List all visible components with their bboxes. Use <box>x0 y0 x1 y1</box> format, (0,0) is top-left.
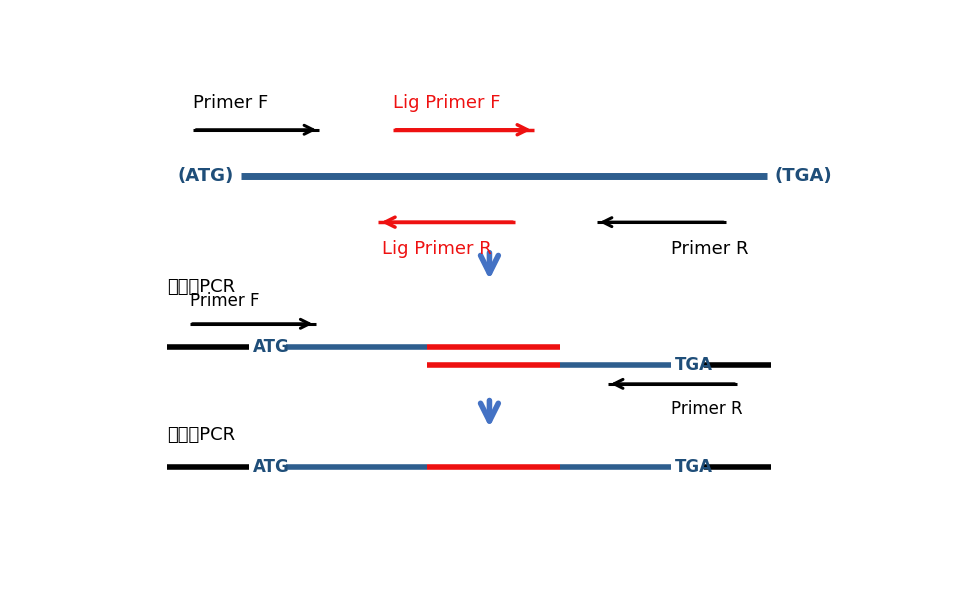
Text: 第一轮PCR: 第一轮PCR <box>167 278 236 296</box>
Text: ATG: ATG <box>252 338 289 356</box>
Text: Primer F: Primer F <box>190 292 259 310</box>
Text: Lig Primer R: Lig Primer R <box>382 240 492 258</box>
Text: Primer F: Primer F <box>193 94 268 112</box>
Text: (ATG): (ATG) <box>178 167 234 185</box>
Text: 第二轮PCR: 第二轮PCR <box>167 426 236 444</box>
Text: ATG: ATG <box>252 458 289 476</box>
Text: Primer R: Primer R <box>670 400 742 418</box>
Text: TGA: TGA <box>674 356 712 374</box>
Text: (TGA): (TGA) <box>775 167 832 185</box>
Text: Lig Primer F: Lig Primer F <box>393 94 500 112</box>
Text: TGA: TGA <box>674 458 712 476</box>
Text: Primer R: Primer R <box>670 240 749 258</box>
